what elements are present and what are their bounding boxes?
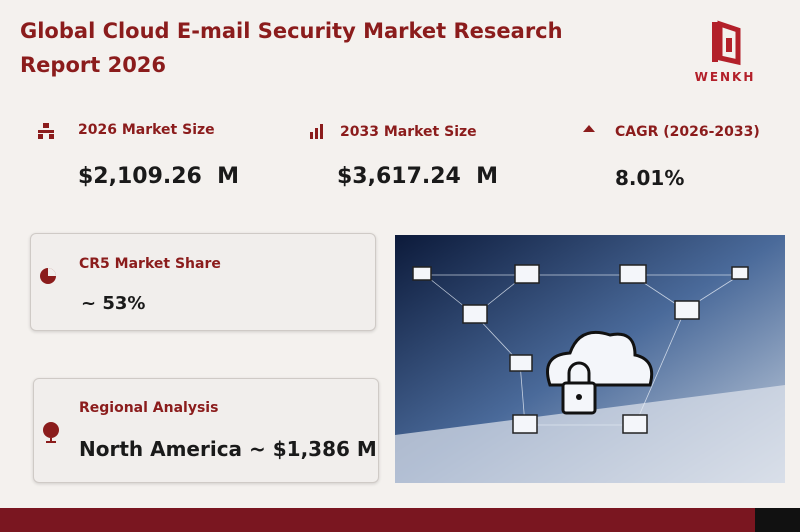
stat-label: 2033 Market Size <box>340 124 477 140</box>
pie-icon <box>40 268 56 284</box>
stat-value: $2,109.26 M <box>78 164 240 189</box>
illustration <box>395 235 785 483</box>
logo-text: WENKH <box>694 70 756 84</box>
region-card: Regional Analysis North America ~ $1,386… <box>33 378 379 483</box>
card-title: CR5 Market Share <box>79 256 221 272</box>
footer-block <box>755 508 800 532</box>
stat-label: CAGR (2026-2033) <box>615 124 760 140</box>
bars-icon <box>310 124 323 139</box>
logo-mark <box>712 20 741 66</box>
logo: WENKH <box>680 18 770 88</box>
report-title: Global Cloud E-mail Security Market Rese… <box>20 19 563 77</box>
up-icon <box>583 125 595 132</box>
share-card: CR5 Market Share ~ 53% <box>30 233 376 331</box>
card-value: North America ~ $1,386 M <box>79 437 377 461</box>
stat-label: 2026 Market Size <box>78 122 215 138</box>
footer-bar <box>0 508 800 532</box>
globe-icon <box>43 422 59 443</box>
stat-value: 8.01% <box>615 166 685 190</box>
card-title: Regional Analysis <box>79 400 219 416</box>
card-value: ~ 53% <box>81 293 146 314</box>
size-icon <box>38 123 54 139</box>
stat-value: $3,617.24 M <box>337 164 499 189</box>
